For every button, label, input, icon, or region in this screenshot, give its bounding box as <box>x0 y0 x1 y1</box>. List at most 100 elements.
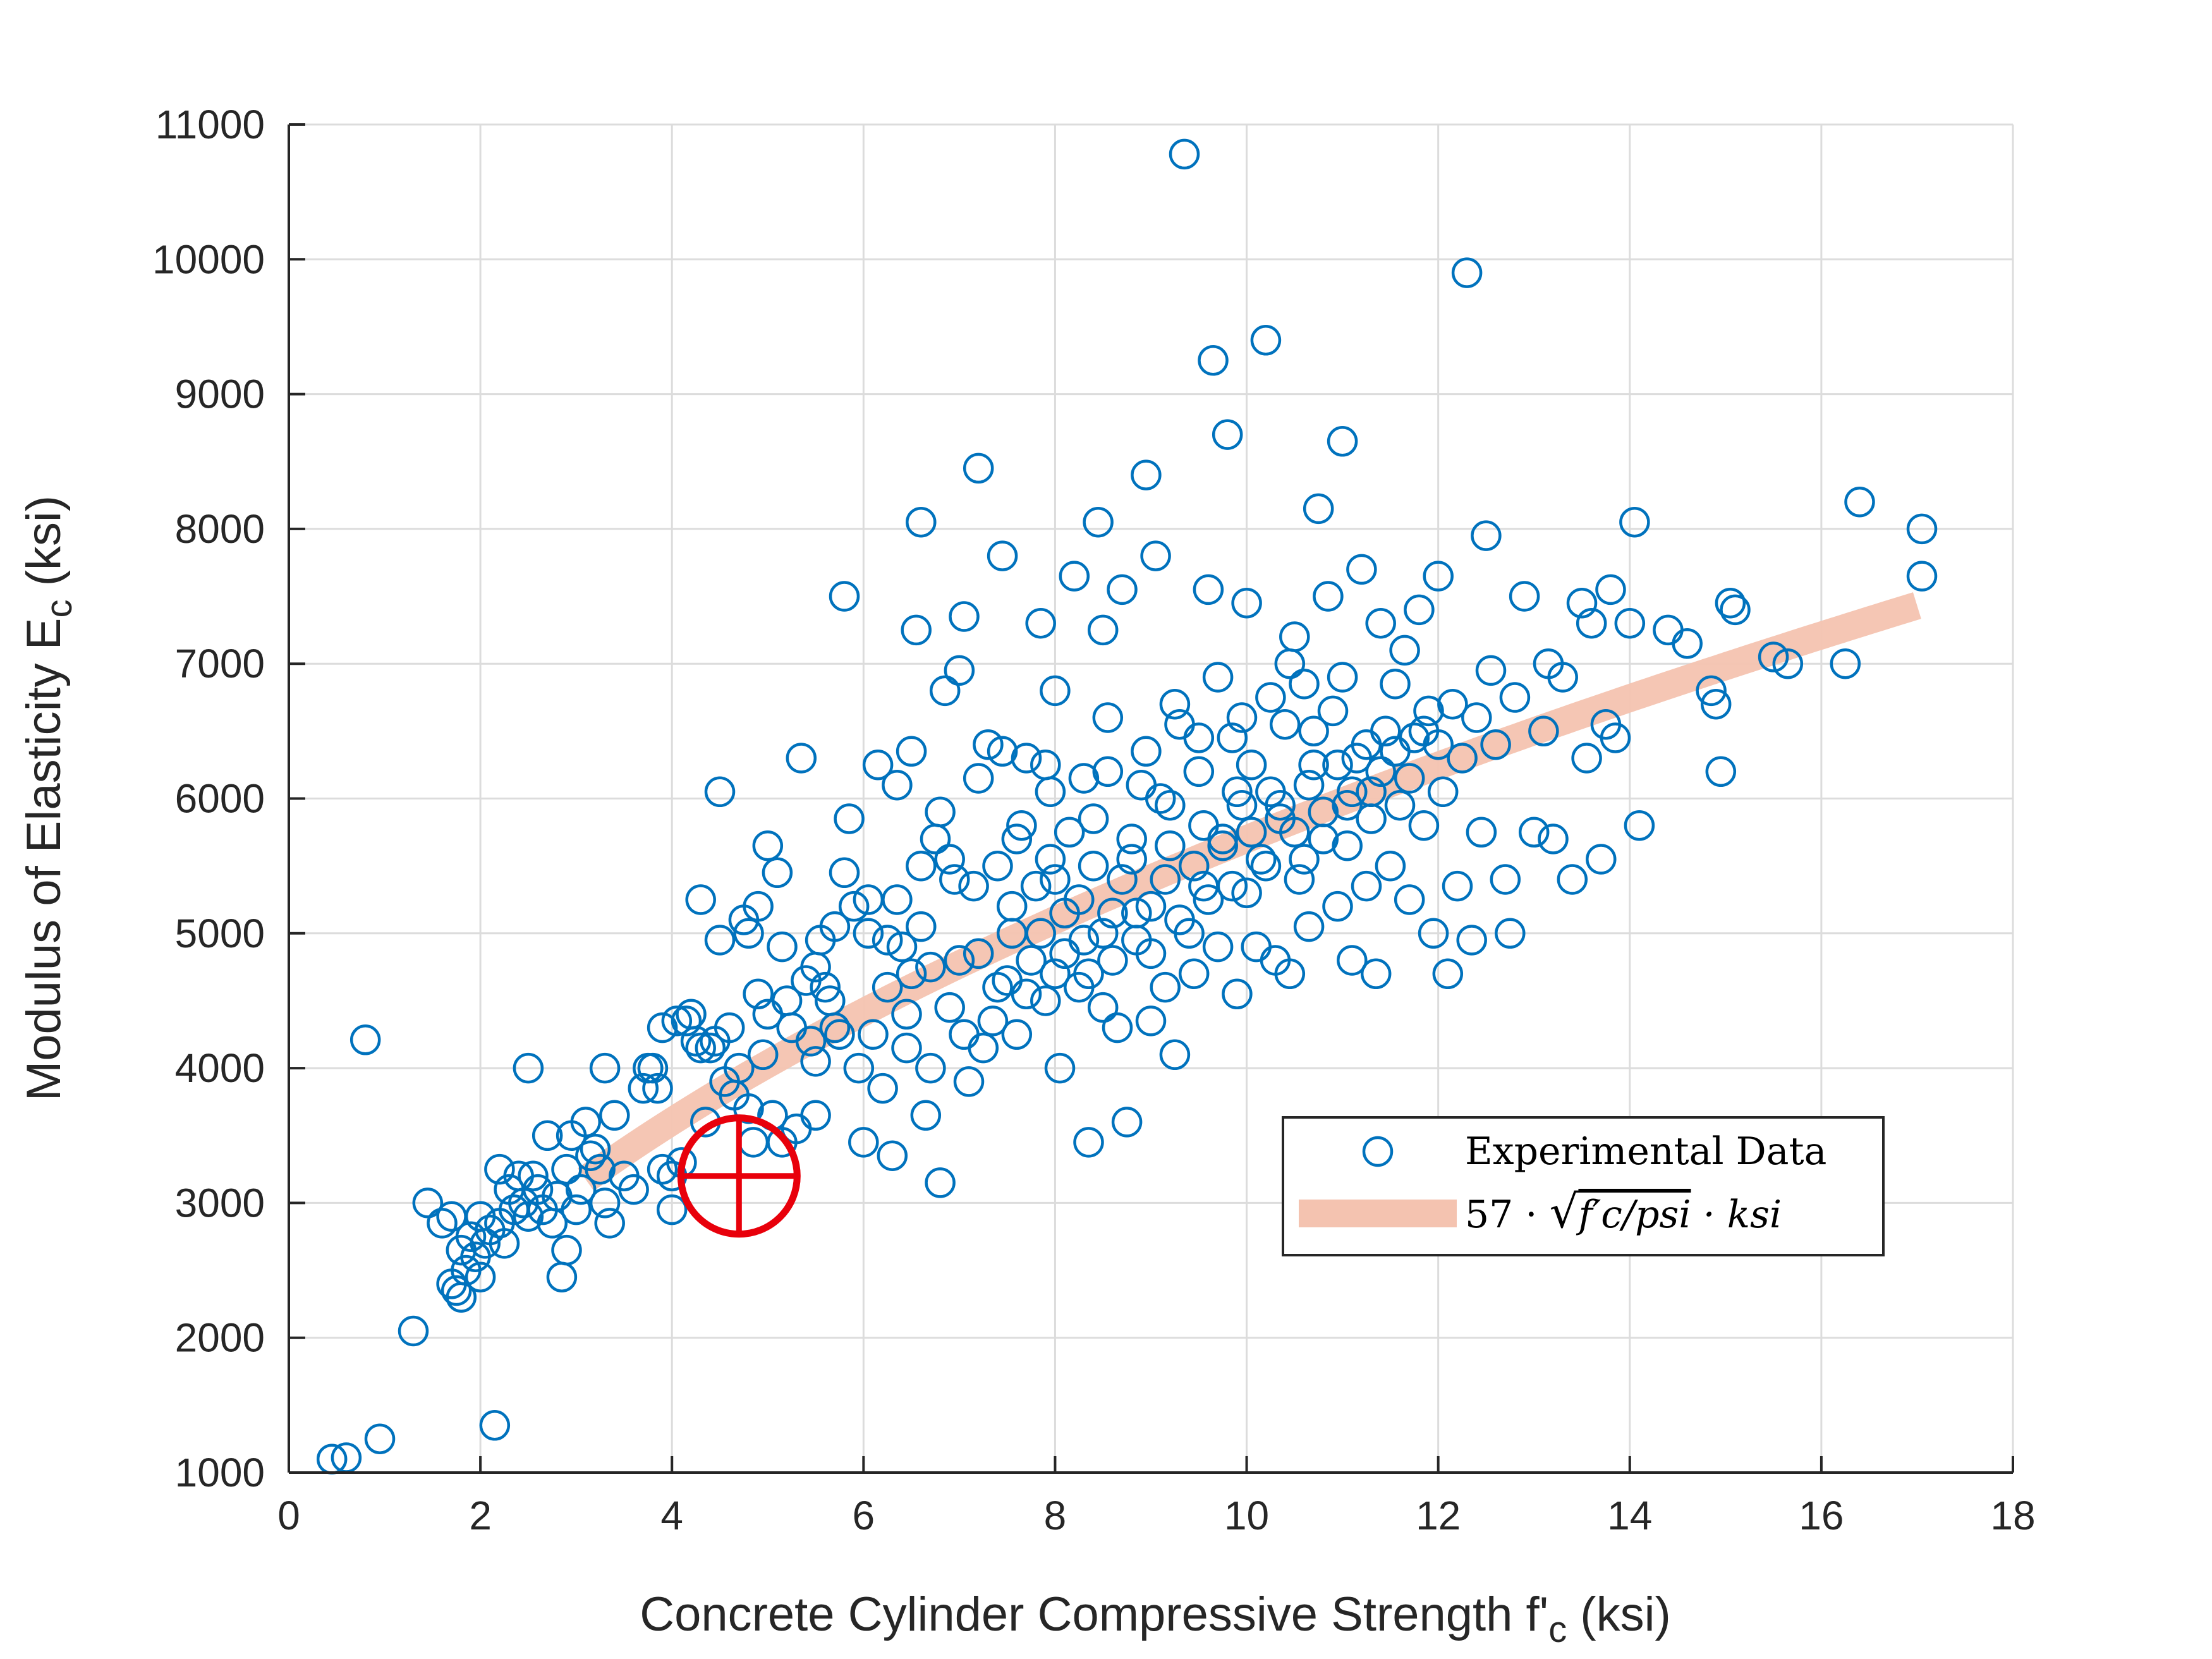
y-tick-label: 1000 <box>175 1450 265 1495</box>
data-point <box>910 1100 942 1131</box>
data-point <box>1202 931 1234 963</box>
data-point <box>518 1160 549 1191</box>
data-point <box>1906 561 1938 592</box>
data-point <box>1322 890 1353 922</box>
data-point <box>1193 884 1224 915</box>
data-point <box>743 890 774 922</box>
data-point <box>680 1026 712 1057</box>
data-point <box>996 890 1028 922</box>
y-tick-label: 9000 <box>175 372 265 417</box>
data-point <box>1222 978 1253 1010</box>
data-point <box>743 978 774 1010</box>
data-point <box>695 1032 726 1064</box>
data-point <box>872 971 903 1003</box>
data-point <box>925 1167 956 1198</box>
data-point <box>882 769 913 801</box>
data-point <box>1614 607 1646 639</box>
data-point <box>1064 884 1095 915</box>
legend: Experimental Data 57 · √f′c/psi · ksi <box>1282 1116 1885 1256</box>
data-point <box>891 999 922 1030</box>
data-point <box>1380 736 1411 767</box>
data-point <box>747 1039 779 1071</box>
data-point <box>1423 561 1454 592</box>
y-tick-label: 10000 <box>152 236 265 282</box>
data-point <box>1303 493 1334 525</box>
data-point <box>1332 830 1363 861</box>
data-point <box>1078 803 1109 834</box>
data-point <box>1705 756 1737 787</box>
data-point <box>532 1120 563 1152</box>
x-axis-title-main: Concrete Cylinder Compressive Strength f… <box>640 1588 1548 1641</box>
data-point <box>1236 749 1267 781</box>
y-axis-title: Modulus of Elasticity Ec (ksi) <box>17 495 80 1101</box>
data-point <box>513 1201 544 1232</box>
data-point <box>1274 958 1306 990</box>
data-point <box>589 1052 621 1084</box>
x-tick-label: 8 <box>1044 1493 1067 1538</box>
data-point <box>1131 736 1162 767</box>
data-point <box>1025 607 1056 639</box>
data-point <box>364 1423 396 1454</box>
data-point <box>1490 864 1521 895</box>
data-point <box>1198 345 1229 376</box>
data-point <box>843 1052 875 1084</box>
data-point <box>441 1275 472 1306</box>
data-point <box>1480 729 1511 760</box>
data-point <box>565 1174 597 1205</box>
data-point <box>1337 945 1368 976</box>
y-axis-title-main: Modulus of Elasticity E <box>17 618 71 1102</box>
data-point <box>1715 587 1746 619</box>
data-point <box>1317 695 1349 727</box>
data-point <box>848 1127 879 1158</box>
data-point <box>1202 662 1234 693</box>
data-point <box>1844 486 1875 518</box>
data-point <box>906 850 937 882</box>
data-point <box>973 729 1004 760</box>
data-point <box>1471 520 1502 551</box>
data-point <box>1461 702 1492 733</box>
data-point <box>1384 789 1416 821</box>
data-point <box>1207 830 1238 861</box>
data-point <box>589 1188 621 1218</box>
data-point <box>1571 743 1602 774</box>
data-point <box>896 736 927 767</box>
data-point <box>1087 614 1119 646</box>
data-point <box>1087 992 1119 1023</box>
data-point <box>1528 715 1559 747</box>
data-point <box>1442 870 1473 902</box>
fit-curve <box>578 592 1921 1191</box>
data-point <box>1830 648 1861 679</box>
data-point <box>427 1208 458 1239</box>
data-point <box>479 1410 511 1441</box>
data-point <box>1432 958 1464 990</box>
data-point <box>786 743 817 774</box>
data-point <box>1140 540 1171 571</box>
x-axis-title: Concrete Cylinder Compressive Strength f… <box>640 1588 1671 1650</box>
data-point <box>934 844 965 875</box>
data-point <box>1044 1052 1076 1084</box>
crosshair-annotation <box>677 1114 801 1238</box>
data-point <box>1451 257 1483 288</box>
data-point <box>1116 844 1147 875</box>
data-point <box>800 1046 831 1077</box>
fit-curve-group <box>578 592 1921 1191</box>
data-point <box>1020 870 1052 902</box>
sqrt-icon: √ <box>1550 1185 1579 1238</box>
data-point <box>1418 918 1449 949</box>
data-point <box>1135 1006 1167 1036</box>
data-point <box>1049 938 1080 969</box>
data-point <box>1116 823 1147 854</box>
data-point <box>1169 138 1200 170</box>
data-point <box>1011 743 1042 774</box>
data-point <box>762 857 793 889</box>
data-point <box>963 453 994 484</box>
data-point <box>949 601 980 632</box>
data-point <box>1906 513 1938 545</box>
data-point <box>594 1208 625 1239</box>
data-point <box>465 1261 496 1292</box>
data-point <box>398 1315 429 1347</box>
data-point <box>872 925 903 956</box>
data-point <box>618 1174 649 1205</box>
data-point <box>896 958 927 990</box>
data-point <box>1159 1039 1191 1071</box>
